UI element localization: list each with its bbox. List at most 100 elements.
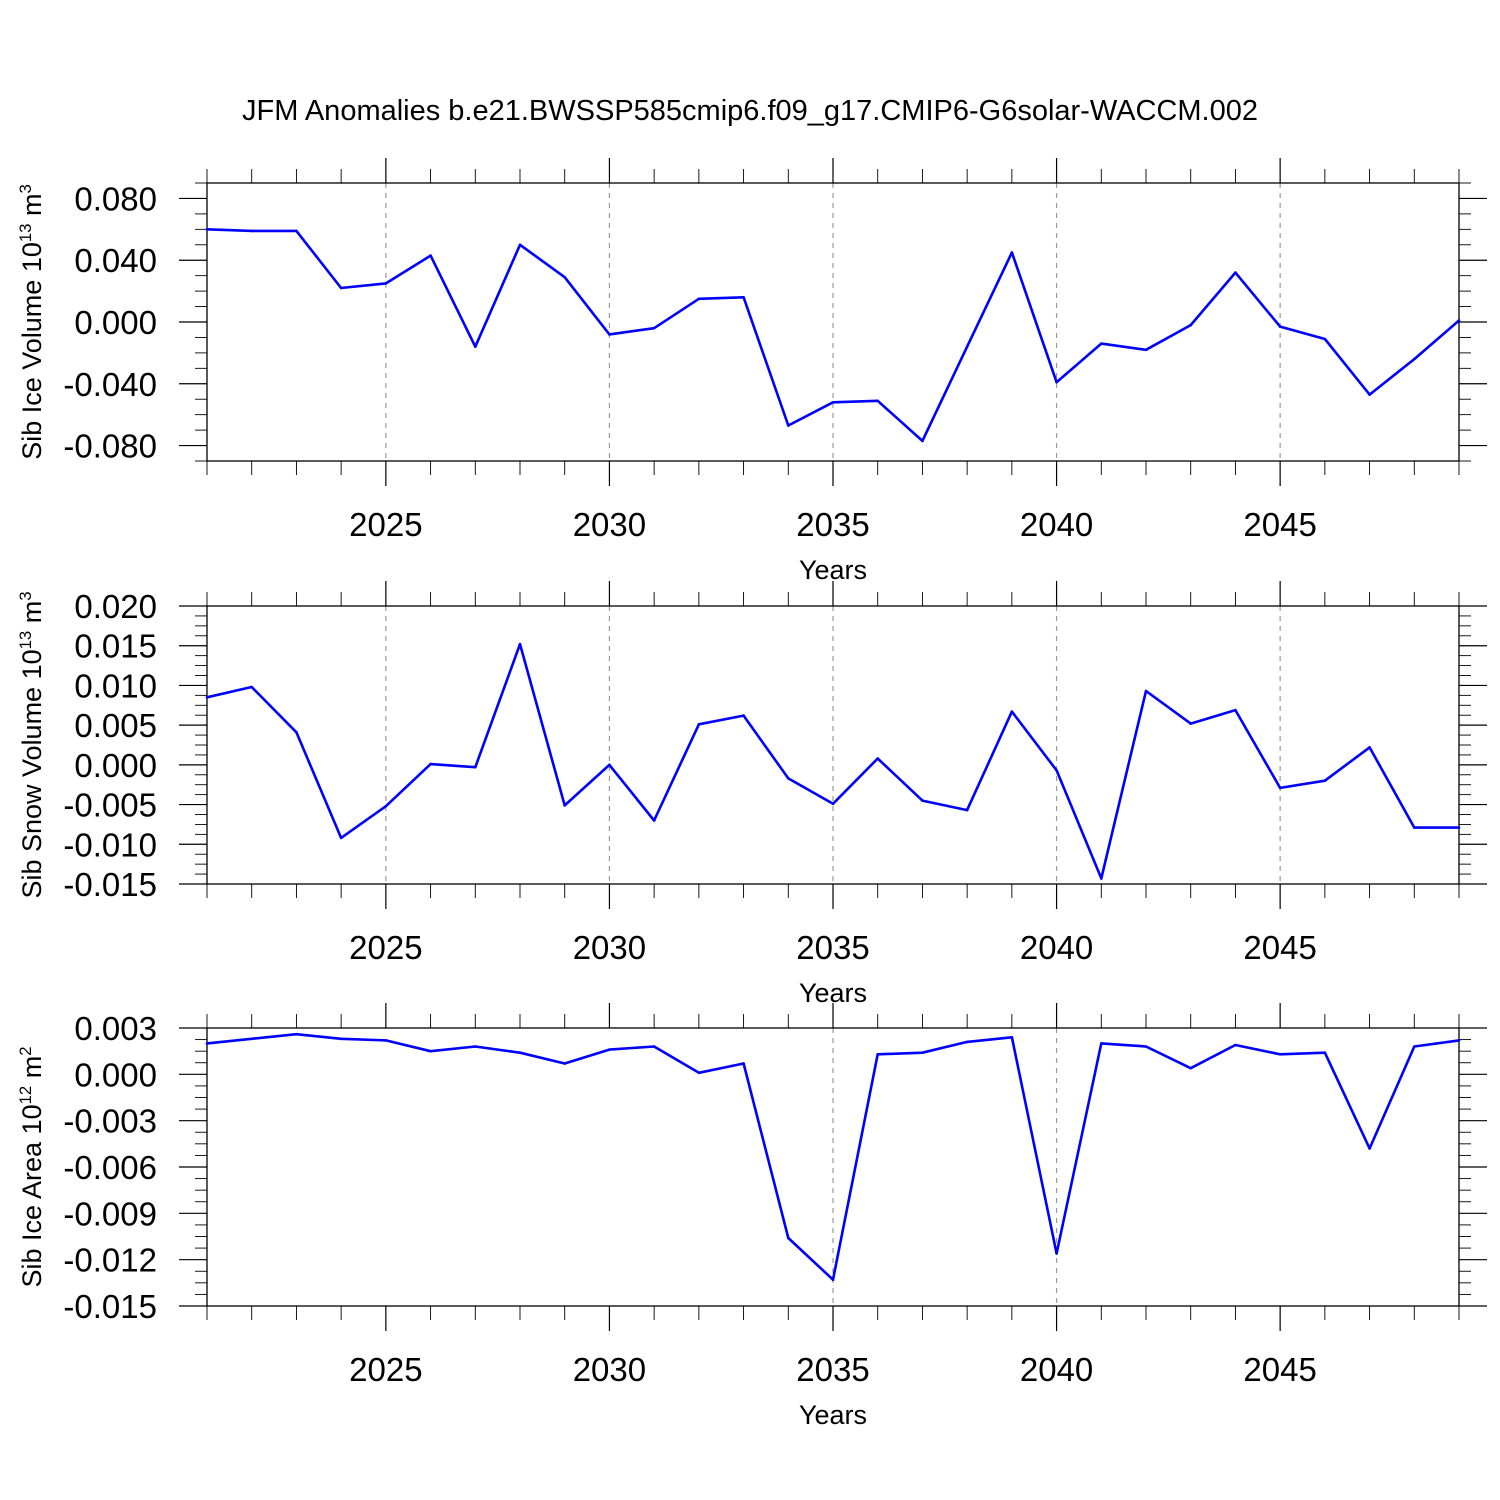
y-tick-label: 0.003 — [74, 1010, 157, 1047]
data-point — [965, 1040, 969, 1044]
y-axis-title-ylabel-exp: 13 — [16, 224, 35, 243]
data-point — [339, 1037, 343, 1041]
x-tick-label: 2040 — [1020, 1351, 1093, 1388]
x-tick-label: 2025 — [349, 506, 422, 543]
data-point — [1144, 1045, 1148, 1048]
x-tick-label: 2040 — [1020, 506, 1093, 543]
data-point — [518, 243, 522, 247]
data-point — [921, 799, 924, 802]
data-point — [1189, 323, 1193, 327]
y-axis-title-ylabel-exp: 13 — [16, 631, 35, 650]
data-point — [295, 730, 298, 734]
y-axis-title-ylabel-unit-exp: 3 — [16, 184, 35, 193]
data-point — [1055, 769, 1058, 772]
data-point — [652, 1045, 656, 1048]
data-point — [1099, 1042, 1103, 1045]
data-point — [1368, 393, 1371, 396]
panel-1: -0.080 -0.040 0.000 0.040 0.080 2025 2030 2035 2… — [16, 158, 1487, 585]
x-tick-label: 2035 — [796, 506, 869, 543]
data-point — [1278, 1052, 1282, 1056]
data-point — [1457, 319, 1461, 322]
data-point — [250, 1037, 254, 1041]
x-tick-label: 2025 — [349, 1351, 422, 1388]
data-point — [786, 777, 790, 780]
data-point — [1412, 1045, 1416, 1048]
x-tick-label: 2030 — [573, 1351, 646, 1388]
data-point — [876, 1052, 880, 1056]
x-axis-title: Years — [799, 1400, 867, 1430]
data-point — [205, 696, 209, 699]
y-axis-title-ylabel-exp: 12 — [16, 1086, 35, 1105]
y-tick-label: -0.003 — [63, 1103, 157, 1140]
data-point — [250, 229, 254, 233]
y-axis-title-ylabel-unit-exp: 2 — [16, 1046, 35, 1055]
data-point — [563, 804, 567, 807]
y-axis-title: Sib Ice Volume 1013 m3 — [16, 184, 47, 460]
data-point — [339, 836, 343, 840]
data-point — [1234, 271, 1237, 274]
data-point — [1234, 1043, 1237, 1047]
data-point — [608, 333, 611, 336]
y-tick-label: 0.000 — [74, 304, 157, 341]
panels: -0.080 -0.040 0.000 0.040 0.080 2025 2030 2035 2… — [16, 158, 1487, 1430]
data-point — [652, 326, 656, 330]
data-point — [1412, 357, 1416, 361]
panel-2: -0.015-0.010-0.0050.0000.0050.0100.0150.… — [16, 581, 1487, 1008]
data-point — [473, 345, 477, 349]
data-point — [205, 228, 209, 231]
data-point — [1099, 877, 1103, 880]
data-point — [965, 808, 969, 812]
data-point — [518, 642, 522, 646]
data-point — [697, 297, 701, 301]
data-point — [1323, 337, 1327, 341]
data-point — [697, 723, 701, 726]
data-point — [429, 762, 432, 766]
data-point — [742, 714, 745, 717]
data-point — [563, 275, 567, 279]
data-point — [384, 1039, 388, 1042]
data-point — [1234, 708, 1237, 712]
y-tick-label: 0.020 — [74, 588, 157, 625]
y-axis-title-ylabel-unit-exp: 3 — [16, 591, 35, 600]
data-point — [876, 757, 880, 760]
data-point — [786, 424, 790, 427]
data-point — [831, 1278, 835, 1282]
data-point — [742, 1062, 745, 1065]
x-tick-label: 2045 — [1243, 929, 1316, 966]
data-point — [1055, 380, 1058, 384]
data-point — [1189, 722, 1193, 725]
y-axis-title-ylabel-text: Sib Ice Volume 10 — [17, 242, 47, 460]
data-point — [608, 763, 611, 767]
data-point — [921, 439, 924, 443]
data-point — [1055, 1252, 1058, 1255]
x-tick-label: 2045 — [1243, 1351, 1316, 1388]
y-axis-title: Sib Ice Area 1012 m2 — [16, 1046, 47, 1287]
data-point — [1278, 786, 1282, 790]
y-tick-label: 0.040 — [74, 242, 157, 279]
data-point — [1099, 342, 1103, 345]
data-point — [786, 1236, 790, 1240]
data-point — [1144, 348, 1148, 352]
chart-title: JFM Anomalies b.e21.BWSSP585cmip6.f09_g1… — [242, 95, 1258, 127]
data-point — [429, 1049, 432, 1053]
data-point — [1412, 826, 1416, 829]
data-point — [473, 1045, 477, 1048]
data-point — [921, 1051, 924, 1055]
y-tick-label: -0.015 — [63, 866, 157, 903]
x-tick-label: 2040 — [1020, 929, 1093, 966]
x-tick-label: 2035 — [796, 1351, 869, 1388]
data-point — [473, 765, 477, 769]
y-tick-label: -0.015 — [63, 1288, 157, 1325]
data-point — [295, 1032, 298, 1036]
x-tick-label: 2025 — [349, 929, 422, 966]
data-point — [1010, 251, 1014, 254]
data-point — [1010, 1035, 1014, 1039]
y-axis-title-ylabel-unit: m — [17, 194, 47, 224]
data-point — [697, 1071, 701, 1075]
data-point — [831, 802, 835, 806]
y-axis-title-ylabel-unit: m — [17, 1056, 47, 1086]
y-tick-label: -0.010 — [63, 826, 157, 863]
y-tick-label: -0.005 — [63, 787, 157, 824]
y-axis-title-ylabel-text: Sib Ice Area 10 — [17, 1104, 47, 1287]
data-point — [965, 345, 969, 349]
